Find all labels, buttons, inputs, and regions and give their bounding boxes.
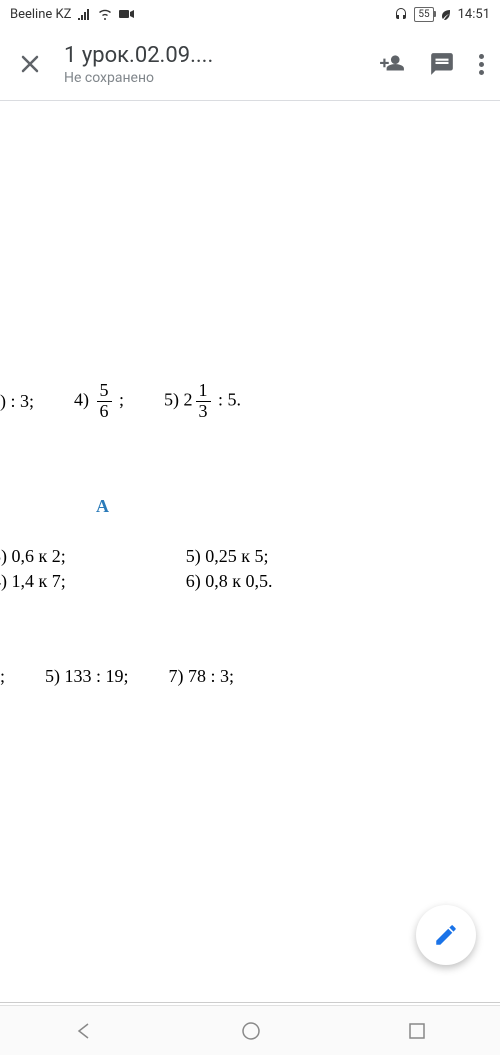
document-subtitle: Не сохранено — [64, 70, 359, 86]
status-bar: Beeline KZ 55 14:51 — [0, 0, 500, 28]
expr-3-2: 5) 133 : 19; — [45, 666, 129, 687]
headphone-icon — [394, 7, 408, 21]
nav-home-button[interactable] — [240, 1020, 262, 1042]
expr-1-3: 5) 213 : 5. — [164, 381, 241, 422]
close-button[interactable] — [16, 54, 44, 74]
time-label: 14:51 — [458, 7, 490, 22]
expr-3-3: 7) 78 : 3; — [169, 666, 235, 687]
expr-3-1: ; — [0, 666, 5, 687]
comment-icon[interactable] — [429, 51, 455, 77]
nav-recent-button[interactable] — [407, 1021, 427, 1041]
fraction-1-3: 13 — [196, 381, 211, 422]
add-person-icon[interactable] — [379, 51, 405, 77]
expr-1-2: 4) 56 ; — [74, 381, 124, 422]
navigation-bar — [0, 1005, 500, 1055]
header-actions — [379, 51, 484, 77]
content-row-1: ) : 3; 4) 56 ; 5) 213 : 5. — [0, 381, 241, 422]
title-block[interactable]: 1 урок.02.09.... Не сохранено — [64, 43, 359, 86]
content-row-2c: 4) 1,4 к 7; 6) 0,8 к 0,5. — [0, 571, 273, 592]
document-title: 1 урок.02.09.... — [64, 43, 359, 68]
section-label-a: А — [96, 496, 109, 517]
status-right: 55 14:51 — [394, 7, 490, 22]
nav-back-button[interactable] — [73, 1020, 95, 1042]
document-content[interactable]: ) : 3; 4) 56 ; 5) 213 : 5. А : 3) 0,6 к … — [0, 101, 500, 971]
battery-level: 55 — [418, 9, 429, 20]
edit-fab-button[interactable] — [416, 905, 476, 965]
leaf-icon — [440, 8, 452, 20]
expr-2-2: 5) 0,25 к 5; — [186, 546, 269, 567]
expr-2-3: 4) 1,4 к 7; — [0, 571, 66, 592]
content-row-3: ; 5) 133 : 19; 7) 78 : 3; — [0, 666, 234, 687]
more-menu-icon[interactable] — [479, 54, 484, 75]
bottom-divider — [0, 1002, 500, 1003]
expr-1-1: ) : 3; — [0, 391, 34, 412]
expr-2-4: 6) 0,8 к 0,5. — [186, 571, 273, 592]
carrier-label: Beeline KZ — [10, 7, 71, 22]
expr-2-1: 3) 0,6 к 2; — [0, 546, 66, 567]
video-icon — [119, 8, 135, 20]
content-row-2b: 3) 0,6 к 2; 5) 0,25 к 5; — [0, 546, 269, 567]
signal-icon — [77, 8, 91, 20]
status-left: Beeline KZ — [10, 7, 135, 22]
wifi-icon — [97, 8, 113, 20]
battery-indicator: 55 — [414, 7, 433, 22]
fraction-5-6: 56 — [97, 381, 112, 422]
app-header: 1 урок.02.09.... Не сохранено — [0, 28, 500, 100]
